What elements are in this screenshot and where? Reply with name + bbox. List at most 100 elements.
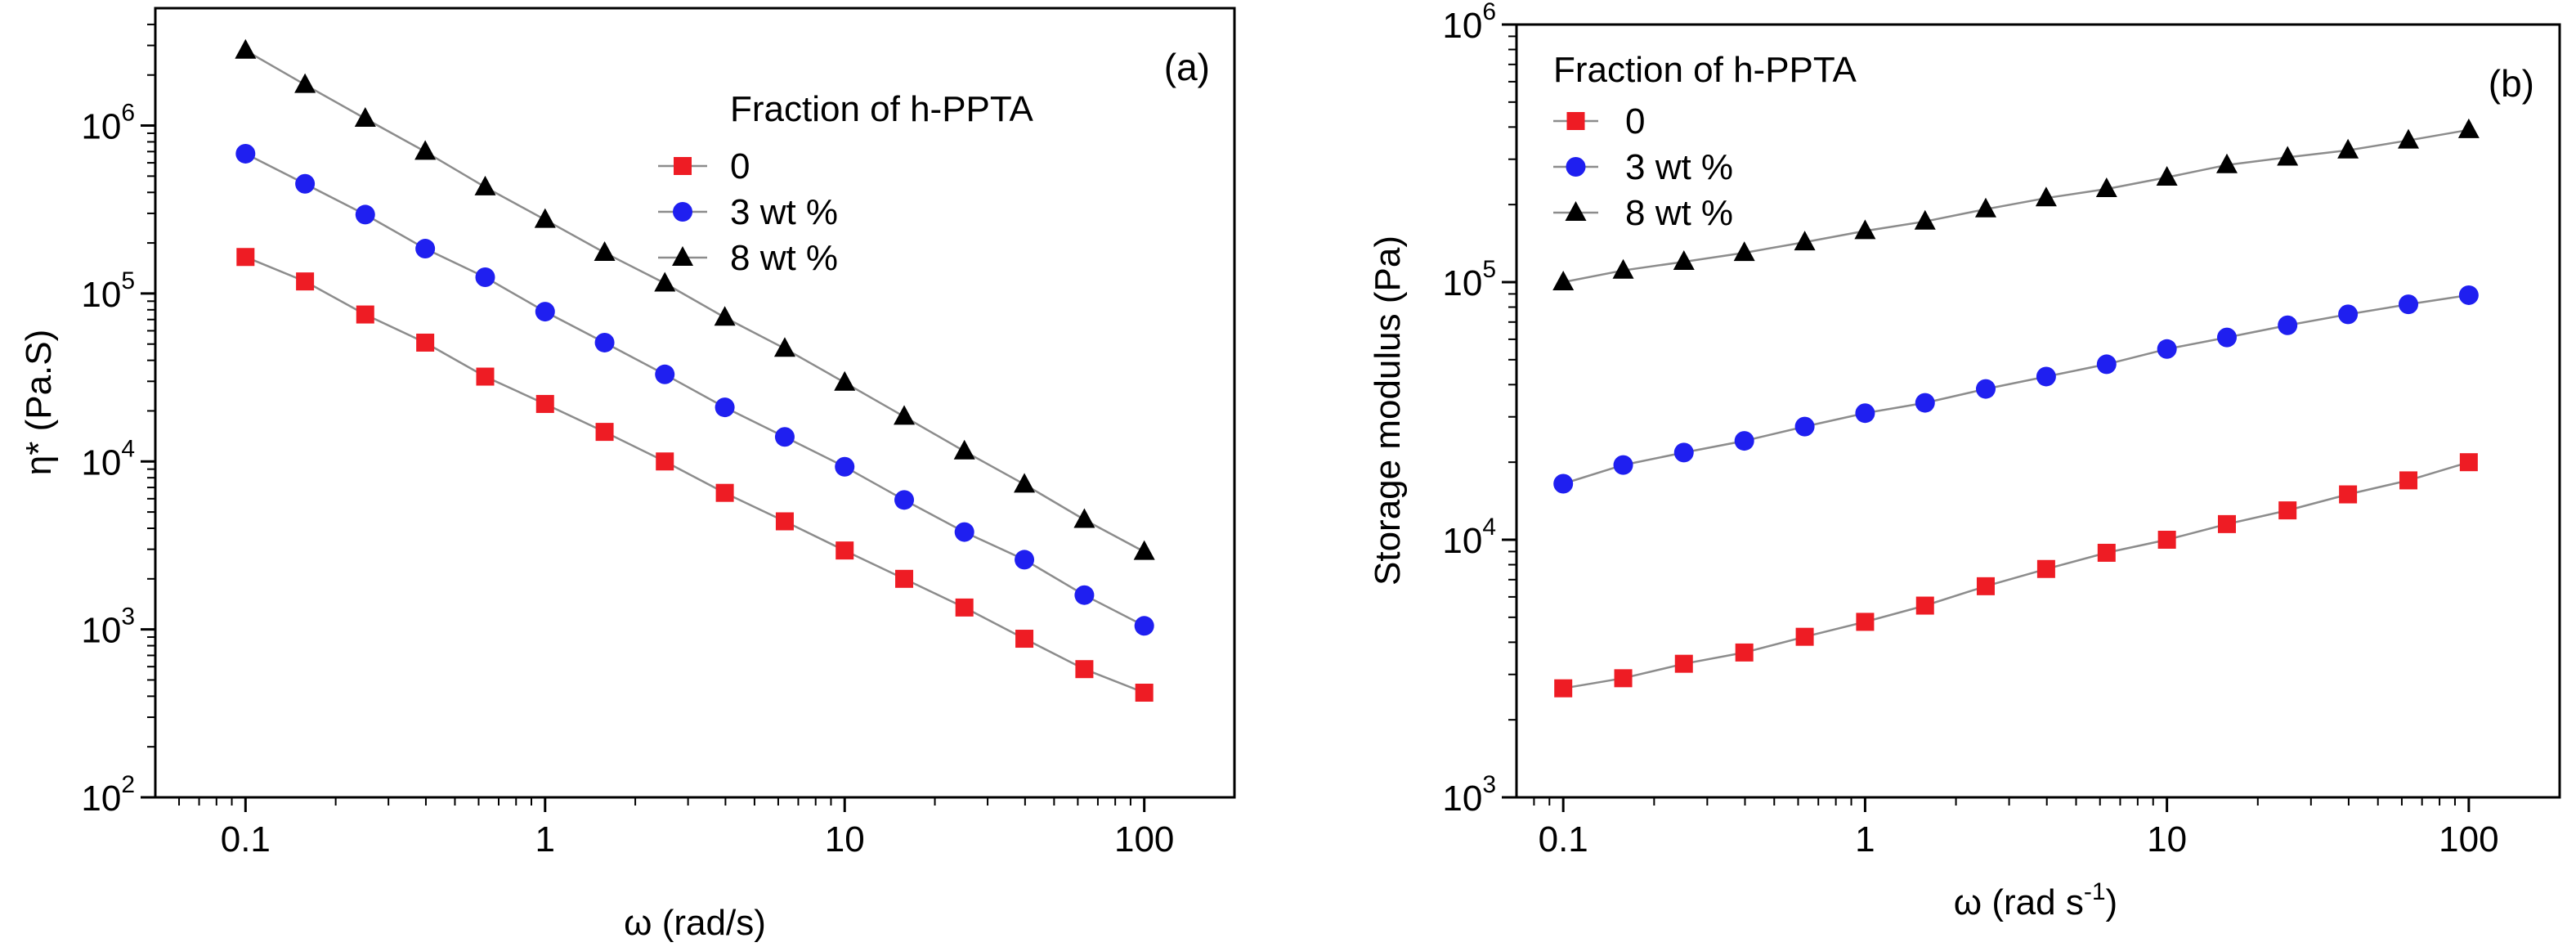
legend-label: 0 (730, 146, 750, 186)
chart-a-data-point (476, 367, 495, 386)
chart-a-data-point (655, 364, 675, 384)
chart-b-data-point (2339, 485, 2358, 504)
chart-b-data-point (1975, 379, 1996, 399)
legend-marker (673, 202, 692, 222)
chart-a-y-tick-label: 103 (81, 604, 135, 651)
chart-a-y-tick-label: 102 (81, 771, 135, 819)
chart-b-data-point (2398, 128, 2420, 149)
chart-b-data-point (2457, 118, 2480, 138)
chart-a-legend-entry: 0 (658, 146, 750, 186)
chart-a-data-point (535, 302, 555, 322)
chart-b-data-point (2459, 453, 2478, 472)
chart-a-data-point (1015, 550, 1035, 570)
legend-marker (1566, 112, 1585, 130)
chart-a-data-point (1014, 473, 1036, 493)
chart-a-data-point (295, 173, 316, 194)
chart-a-series-0 (236, 248, 1154, 702)
y-tick-base: 10 (1442, 521, 1482, 561)
chart-b-data-point (1733, 241, 1755, 262)
y-tick-base: 10 (81, 275, 121, 315)
chart-b-data-point (2458, 285, 2479, 305)
chart-b-data-point (2036, 559, 2055, 578)
chart-b-x-axis-label-main: ω (rad s (1954, 882, 2084, 922)
y-tick-base: 10 (1442, 6, 1482, 46)
chart-b-x-tick-label: 100 (2439, 819, 2498, 859)
chart-a-data-point (894, 490, 915, 510)
chart-b-data-point (1915, 596, 1934, 615)
chart-b-y-tick-label: 106 (1442, 0, 1496, 46)
y-tick-exponent: 5 (1482, 256, 1496, 283)
chart-b-x-tick-label: 0.1 (1539, 819, 1588, 859)
chart-a-data-point (835, 456, 855, 477)
chart-b-y-tick-label: 104 (1442, 514, 1496, 561)
legend-label: 3 wt % (1625, 147, 1733, 187)
chart-a-data-point (775, 512, 794, 531)
chart-b-data-point (2095, 177, 2117, 198)
chart-a-panel-label: (a) (1164, 46, 1210, 88)
chart-a-data-point (834, 370, 856, 391)
legend-marker (1565, 201, 1587, 221)
chart-b-data-point (2399, 471, 2418, 490)
chart-a-data-point (654, 272, 676, 292)
chart-a-data-point (354, 107, 376, 128)
chart-b-x-axis-label: ω (rad s-1) (1954, 878, 2117, 922)
chart-a-data-point (294, 73, 316, 93)
chart-b-x-axis-label-exponent: -1 (2084, 878, 2106, 905)
chart-b-series-1 (1553, 285, 2479, 494)
legend-marker (674, 157, 692, 175)
y-tick-exponent: 5 (121, 267, 135, 294)
chart-a-x-tick-label: 10 (825, 819, 865, 859)
chart-b-y-tick-label: 105 (1442, 256, 1496, 303)
chart-a-data-point (534, 208, 556, 228)
chart-a-data-point (1073, 508, 1095, 528)
chart-a-plot-frame (154, 7, 1236, 799)
chart-a-data-point (894, 405, 916, 425)
chart-a-data-point (895, 569, 914, 588)
chart-a-x-axis-label: ω (rad/s) (624, 903, 766, 943)
chart-b-panel-label: (b) (2489, 62, 2534, 105)
chart-b-plot-frame (1515, 23, 2561, 799)
chart-b-data-point (1855, 403, 1875, 424)
y-tick-base: 10 (81, 779, 121, 819)
chart-a-x-tick-label: 0.1 (221, 819, 271, 859)
chart-b-data-point (2157, 531, 2176, 549)
chart-b-data-point (2215, 153, 2238, 173)
chart-b-data-point (1673, 442, 1694, 463)
chart-b-data-point (1794, 231, 1816, 251)
chart-b-data-point (1554, 679, 1573, 698)
legend-marker (672, 246, 693, 266)
chart-b-data-point (2096, 354, 2117, 375)
chart-b-data-point (1914, 209, 1936, 230)
legend-label: 3 wt % (730, 192, 838, 232)
chart-a-data-point (1015, 630, 1034, 649)
chart-a-data-point (475, 267, 495, 288)
chart-a-data-point (773, 337, 795, 357)
y-tick-exponent: 4 (121, 435, 135, 462)
y-tick-exponent: 6 (1482, 0, 1496, 25)
chart-b-x-tick-label: 10 (2147, 819, 2187, 859)
chart-a-series-line (244, 152, 1145, 627)
chart-a-data-point (1135, 684, 1154, 702)
y-tick-base: 10 (1442, 779, 1482, 819)
y-tick-base: 10 (81, 442, 121, 482)
chart-a-data-point (356, 305, 374, 324)
chart-a-y-tick-label: 104 (81, 435, 135, 482)
y-tick-base: 10 (81, 611, 121, 651)
chart-b-data-point (2278, 501, 2297, 520)
chart-a-data-point (1133, 540, 1155, 560)
y-tick-exponent: 6 (121, 100, 135, 127)
chart-b-data-point (2337, 138, 2359, 159)
chart-a-data-point (355, 204, 375, 225)
chart-a-series-1 (235, 143, 1154, 636)
chart-a-data-point (954, 522, 974, 542)
chart-b-data-point (1794, 416, 1815, 437)
chart-a-data-point (715, 483, 734, 502)
chart-b-data-point (1612, 258, 1634, 279)
chart-b-legend-title: Fraction of h-PPTA (1553, 50, 1857, 90)
chart-b-data-point (1976, 577, 1995, 595)
chart-b-data-point (1553, 474, 1574, 494)
legend-label: 8 wt % (1625, 193, 1733, 233)
chart-b-x-axis-label-end: ) (2106, 882, 2118, 922)
